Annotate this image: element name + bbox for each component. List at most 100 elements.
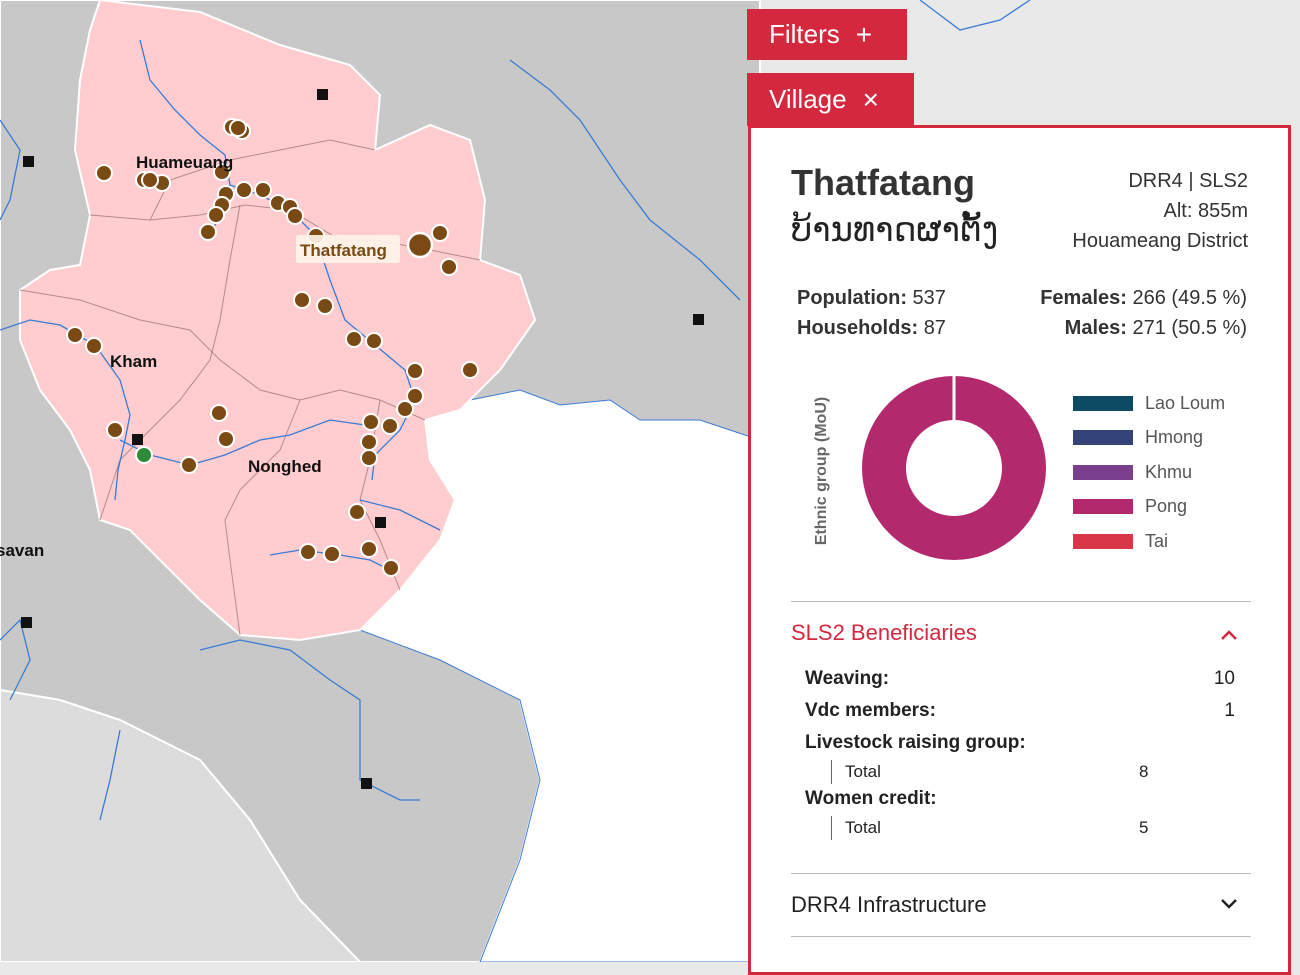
village-info-panel: Thatfatang ບ້ານທາດຜາຕັ້ງ DRR4 | SLS2 Alt… bbox=[748, 125, 1291, 975]
village-marker[interactable] bbox=[360, 540, 378, 558]
village-marker[interactable] bbox=[286, 207, 304, 225]
divider-2 bbox=[791, 873, 1251, 874]
legend-item-khmu[interactable]: Khmu bbox=[1073, 455, 1225, 490]
divider-1 bbox=[791, 601, 1251, 602]
chart-ylabel-svg: Ethnic group (MoU) bbox=[813, 397, 830, 545]
village-markers[interactable] bbox=[66, 118, 479, 577]
close-icon[interactable]: × bbox=[862, 83, 879, 115]
village-marker[interactable] bbox=[360, 449, 378, 467]
livestock-total-label: Total bbox=[845, 762, 881, 781]
village-marker[interactable] bbox=[461, 361, 479, 379]
males-value: 271 (50.5 %) bbox=[1132, 317, 1247, 339]
drr4-section-title[interactable]: DRR4 Infrastructure bbox=[791, 892, 987, 917]
village-marker[interactable] bbox=[348, 503, 366, 521]
selected-village-label-bg bbox=[296, 235, 400, 263]
highlight-village-marker[interactable] bbox=[135, 446, 153, 464]
beneficiary-row-women-credit: Women credit: bbox=[805, 788, 1235, 816]
village-tab[interactable]: Village × bbox=[747, 73, 914, 126]
legend-item-lao-loum[interactable]: Lao Loum bbox=[1073, 386, 1225, 421]
beneficiary-row-livestock: Livestock raising group: bbox=[805, 732, 1235, 760]
legend-swatch bbox=[1073, 464, 1133, 480]
chevron-down-icon[interactable] bbox=[1220, 892, 1238, 915]
village-marker[interactable] bbox=[365, 332, 383, 350]
legend-label: Lao Loum bbox=[1145, 392, 1226, 413]
village-marker[interactable] bbox=[141, 171, 159, 189]
village-marker[interactable] bbox=[299, 543, 317, 561]
village-marker[interactable] bbox=[381, 417, 399, 435]
village-marker[interactable] bbox=[199, 223, 217, 241]
village-marker[interactable] bbox=[396, 400, 414, 418]
plus-icon: + bbox=[855, 18, 873, 50]
map-label-nonghed: Nonghed bbox=[248, 457, 322, 476]
weaving-value: 10 bbox=[1213, 668, 1235, 689]
filters-label: Filters bbox=[769, 19, 840, 49]
village-marker[interactable] bbox=[213, 163, 231, 181]
village-marker[interactable] bbox=[95, 164, 113, 182]
village-marker[interactable] bbox=[406, 362, 424, 380]
rivers bbox=[0, 0, 1031, 821]
village-marker[interactable] bbox=[440, 258, 458, 276]
legend-swatch bbox=[1073, 430, 1133, 446]
village-marker[interactable] bbox=[431, 224, 449, 242]
village-marker[interactable] bbox=[382, 559, 400, 577]
selected-village-marker[interactable] bbox=[406, 231, 434, 259]
population-value: 537 bbox=[912, 287, 946, 309]
map-label-huameuang: Huameuang bbox=[136, 153, 233, 172]
village-marker[interactable] bbox=[106, 421, 124, 439]
village-name-lao: ບ້ານທາດຜາຕັ້ງ bbox=[791, 210, 999, 250]
village-meta: DRR4 | SLS2 Alt: 855m Houameang District bbox=[1072, 166, 1248, 256]
females-label: Females: bbox=[1040, 287, 1127, 309]
legend-swatch bbox=[1073, 533, 1133, 549]
women-credit-total-row: Total 5 bbox=[805, 816, 1235, 844]
village-marker[interactable] bbox=[345, 330, 363, 348]
village-district: Houameang District bbox=[1072, 230, 1248, 252]
ethnic-donut-chart[interactable] bbox=[859, 373, 1049, 563]
village-programs: DRR4 | SLS2 bbox=[1128, 170, 1248, 192]
tree-line bbox=[831, 760, 832, 784]
legend-label: Khmu bbox=[1145, 461, 1193, 482]
chevron-up-icon[interactable] bbox=[1220, 620, 1238, 648]
population-label: Population: bbox=[797, 287, 907, 309]
town-markers bbox=[21, 89, 704, 789]
village-marker[interactable] bbox=[235, 181, 253, 199]
province-region[interactable] bbox=[19, 0, 537, 642]
households-label: Households: bbox=[797, 317, 919, 339]
females-value: 266 (49.5 %) bbox=[1132, 287, 1247, 309]
village-marker[interactable] bbox=[254, 181, 272, 199]
sls2-section-title[interactable]: SLS2 Beneficiaries bbox=[791, 620, 977, 645]
legend-item-tai[interactable]: Tai bbox=[1073, 524, 1225, 559]
vdc-value: 1 bbox=[1224, 700, 1235, 721]
village-marker[interactable] bbox=[360, 433, 378, 451]
beneficiary-row-vdc: Vdc members: 1 bbox=[805, 700, 1235, 732]
village-marker[interactable] bbox=[316, 297, 334, 315]
women-credit-label: Women credit: bbox=[805, 788, 937, 809]
filters-button[interactable]: Filters + bbox=[747, 9, 907, 60]
weaving-label: Weaving: bbox=[805, 668, 890, 689]
village-marker[interactable] bbox=[362, 413, 380, 431]
households-value: 87 bbox=[923, 317, 946, 339]
map-label-thatfatang: Thatfatang bbox=[300, 241, 387, 260]
legend-item-pong[interactable]: Pong bbox=[1073, 490, 1225, 525]
legend-item-hmong[interactable]: Hmong bbox=[1073, 421, 1225, 456]
village-marker[interactable] bbox=[293, 291, 311, 309]
village-marker[interactable] bbox=[210, 404, 228, 422]
beneficiary-row-weaving: Weaving: 10 bbox=[805, 668, 1235, 700]
livestock-label: Livestock raising group: bbox=[805, 732, 1026, 753]
women-credit-total-value: 5 bbox=[1139, 818, 1149, 837]
livestock-total-row: Total 8 bbox=[805, 760, 1235, 788]
village-marker[interactable] bbox=[323, 545, 341, 563]
village-marker[interactable] bbox=[207, 206, 225, 224]
males-label: Males: bbox=[1064, 317, 1127, 339]
village-marker[interactable] bbox=[217, 430, 235, 448]
village-marker[interactable] bbox=[66, 326, 84, 344]
village-marker[interactable] bbox=[406, 387, 424, 405]
village-marker[interactable] bbox=[85, 337, 103, 355]
village-altitude: Alt: 855m bbox=[1163, 200, 1248, 222]
village-marker[interactable] bbox=[229, 119, 247, 137]
legend-swatch bbox=[1073, 395, 1133, 411]
legend-label: Tai bbox=[1145, 530, 1169, 551]
chart-ylabel: Ethnic group (MoU) bbox=[813, 397, 830, 545]
women-credit-total-label: Total bbox=[845, 818, 881, 837]
village-marker[interactable] bbox=[180, 456, 198, 474]
chart-legend: Lao Loum Hmong Khmu Pong Tai bbox=[1073, 386, 1225, 559]
